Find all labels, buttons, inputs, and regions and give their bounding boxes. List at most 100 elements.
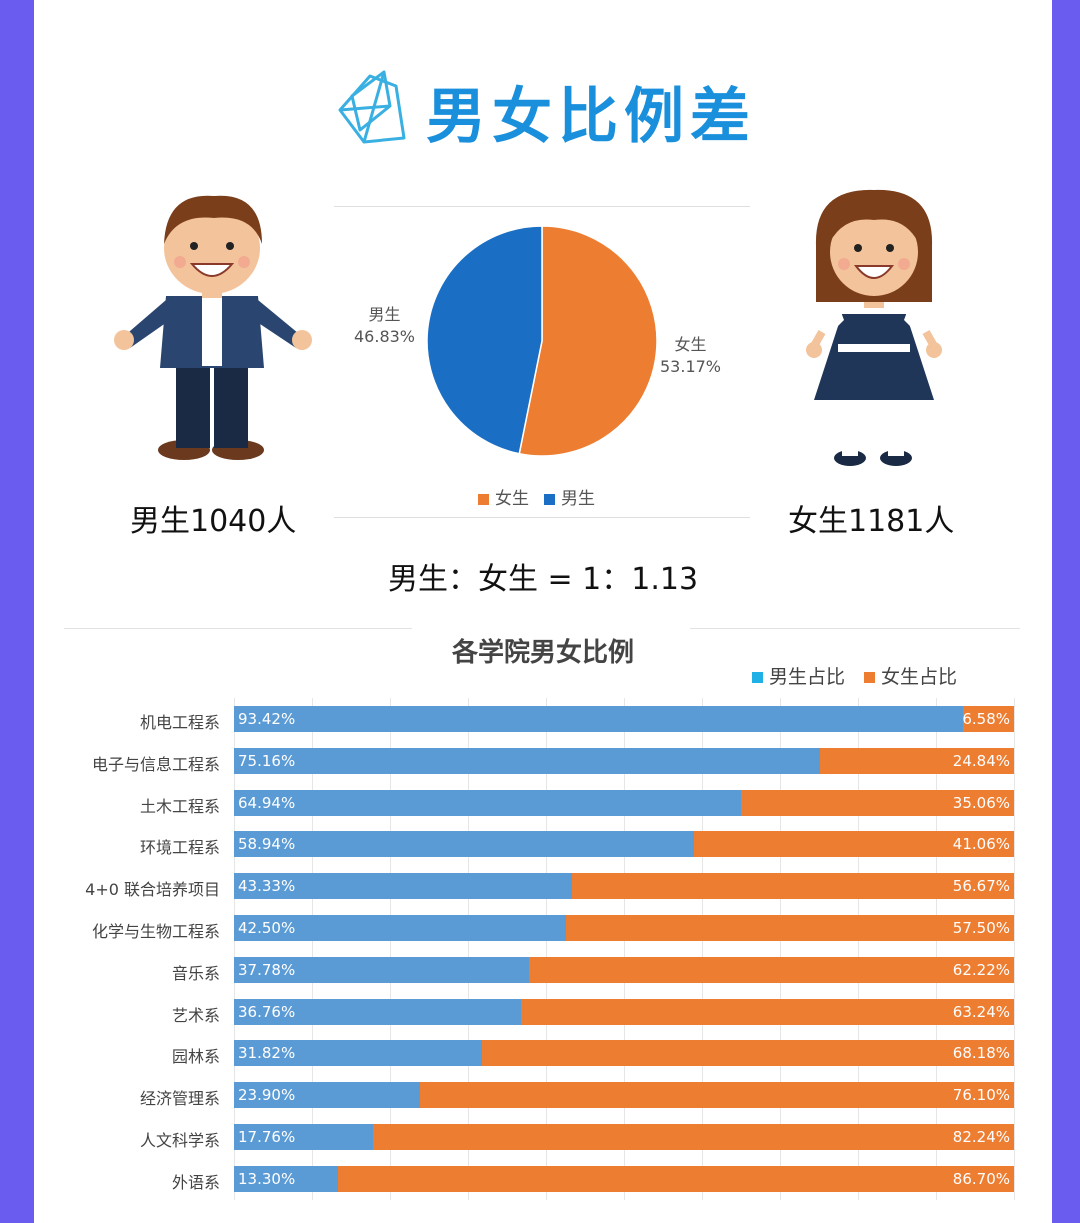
pie-bottom-border [334, 517, 750, 518]
category-label: 人文科学系 [139, 1131, 220, 1150]
bar-male-value-label: 31.82% [238, 1044, 296, 1063]
bar-female-value-label: 56.67% [952, 877, 1010, 896]
bar-male-value-label: 13.30% [238, 1169, 296, 1188]
gridline [234, 698, 235, 1200]
bar-male [234, 915, 566, 941]
bar-female [372, 1124, 1014, 1150]
category-label: 外语系 [171, 1172, 220, 1192]
bar-male-value-label: 37.78% [238, 960, 296, 979]
bar-male [234, 1040, 483, 1067]
divider-right [690, 628, 1020, 629]
pie-top-border [334, 206, 750, 207]
category-label: 环境工程系 [139, 838, 220, 858]
gridline [390, 698, 391, 1200]
bar-male [234, 1124, 373, 1150]
bar-male-value-label: 43.33% [238, 877, 296, 896]
category-label: 土木工程系 [139, 796, 220, 816]
bar-female [482, 1040, 1014, 1067]
bar-chart-title: 各学院男女比例 [451, 638, 634, 668]
female-share-swatch-icon [864, 672, 875, 683]
bar-female [520, 998, 1014, 1025]
bar-male [234, 1082, 421, 1109]
pie-slice-female [518, 225, 658, 457]
gridline [312, 698, 313, 1200]
pie-label-male-name: 男生 [368, 305, 401, 324]
bar-male [234, 998, 521, 1025]
gridline [1014, 698, 1015, 1200]
pie-legend-female-label: 女生 [495, 489, 529, 509]
bar-male-value-label: 93.42% [238, 710, 296, 728]
origami-bird-icon [338, 70, 406, 144]
gridline [546, 698, 547, 1200]
category-label: 经济管理系 [139, 1089, 220, 1109]
bar-male-value-label: 23.90% [238, 1086, 296, 1105]
female-swatch-icon [478, 493, 489, 505]
category-label: 艺术系 [171, 1005, 220, 1025]
boy-count: 男生1040人 [130, 504, 297, 539]
bar-male-value-label: 75.16% [238, 751, 296, 770]
ratio-text: 男生：女生 = 1：1.13 [387, 562, 699, 597]
bar-male [234, 747, 821, 774]
infographic-card: 男女比例差 男生1040人 [34, 0, 1052, 1223]
page-title: 男女比例差 [426, 82, 756, 152]
bar-legend-female-label: 女生占比 [881, 666, 958, 688]
bar-male-value-label: 36.76% [238, 1002, 296, 1021]
boy-illustration [114, 195, 312, 460]
bar-female [337, 1165, 1014, 1192]
bar-female [571, 873, 1014, 900]
bar-female [962, 706, 1014, 732]
bar-male-value-label: 42.50% [238, 919, 296, 937]
category-label: 电子与信息工程系 [91, 754, 220, 774]
gridline [624, 698, 625, 1200]
pie-legend-male: 男生 [544, 484, 595, 509]
pie-label-male-value: 46.83% [354, 327, 416, 346]
category-label: 化学与生物工程系 [91, 922, 220, 941]
divider-left [64, 628, 412, 629]
gridline [858, 698, 859, 1200]
gridline [468, 698, 469, 1200]
girl-count: 女生1181人 [788, 504, 955, 539]
category-label: 园林系 [171, 1047, 220, 1067]
bar-female-value-label: 76.10% [952, 1086, 1010, 1105]
bar-legend-male-label: 男生占比 [769, 666, 846, 688]
pie-plot [426, 225, 658, 457]
gridline [780, 698, 781, 1200]
bar-female [693, 831, 1014, 858]
category-label: 4+0 联合培养项目 [85, 880, 220, 900]
category-label: 音乐系 [171, 963, 220, 983]
pie-label-female-value: 53.17% [660, 357, 722, 376]
bar-male-value-label: 64.94% [238, 793, 296, 812]
gridline [702, 698, 703, 1200]
bar-female-value-label: 62.22% [952, 960, 1010, 979]
bar-female-value-label: 24.84% [952, 751, 1010, 770]
bar-male [234, 956, 529, 983]
bar-female [740, 789, 1014, 816]
bar-male [234, 873, 572, 900]
bar-female [420, 1082, 1014, 1109]
category-label: 机电工程系 [139, 713, 220, 732]
pie-label-male: 男生 46.83% [354, 304, 415, 348]
bar-female [565, 915, 1014, 941]
pie-legend-male-label: 男生 [561, 489, 595, 509]
stacked-bar-chart: 机电工程系 93.42% 6.58% 电子与信息工程系 75.16% 24.84% 土木工程… [34, 698, 1052, 1200]
bar-female [528, 956, 1014, 983]
bar-female-value-label: 68.18% [952, 1044, 1010, 1063]
pie-legend-female: 女生 [478, 484, 529, 509]
girl-illustration [806, 189, 942, 466]
bar-male [234, 706, 963, 732]
male-share-swatch-icon [752, 672, 763, 683]
bar-female [820, 747, 1014, 774]
bar-female-value-label: 57.50% [952, 919, 1010, 937]
pie-label-female-name: 女生 [674, 335, 707, 354]
bar-female-value-label: 63.24% [952, 1002, 1010, 1021]
bar-female-value-label: 82.24% [952, 1128, 1010, 1146]
bar-male [234, 831, 694, 858]
bar-female-value-label: 6.58% [962, 710, 1010, 728]
pie-slice-male [426, 225, 543, 455]
pie-label-female: 女生 53.17% [660, 334, 721, 378]
bar-legend-male: 男生占比 [752, 662, 845, 689]
male-swatch-icon [544, 493, 555, 505]
pie-chart: 男生 46.83% 女生 53.17% [334, 206, 750, 518]
bar-female-value-label: 41.06% [952, 835, 1010, 854]
bar-male-value-label: 17.76% [238, 1128, 296, 1146]
